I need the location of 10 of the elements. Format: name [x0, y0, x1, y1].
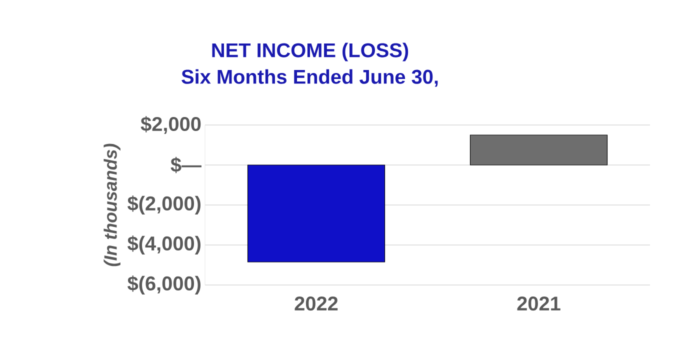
x-tick-label: 2021	[517, 296, 560, 311]
chart-subtitle: Six Months Ended June 30,	[182, 69, 438, 87]
y-tick-label: $(2,000)	[128, 196, 200, 214]
y-axis-title: (In thousands)	[104, 144, 120, 266]
chart-title: NET INCOME (LOSS)	[212, 42, 408, 62]
y-tick-label: $(6,000)	[128, 276, 200, 294]
y-tick-label: $2,000	[140, 116, 201, 134]
y-tick-label: $(4,000)	[128, 236, 200, 254]
y-tick-label: $—	[170, 156, 202, 174]
x-tick-label: 2022	[294, 296, 338, 311]
